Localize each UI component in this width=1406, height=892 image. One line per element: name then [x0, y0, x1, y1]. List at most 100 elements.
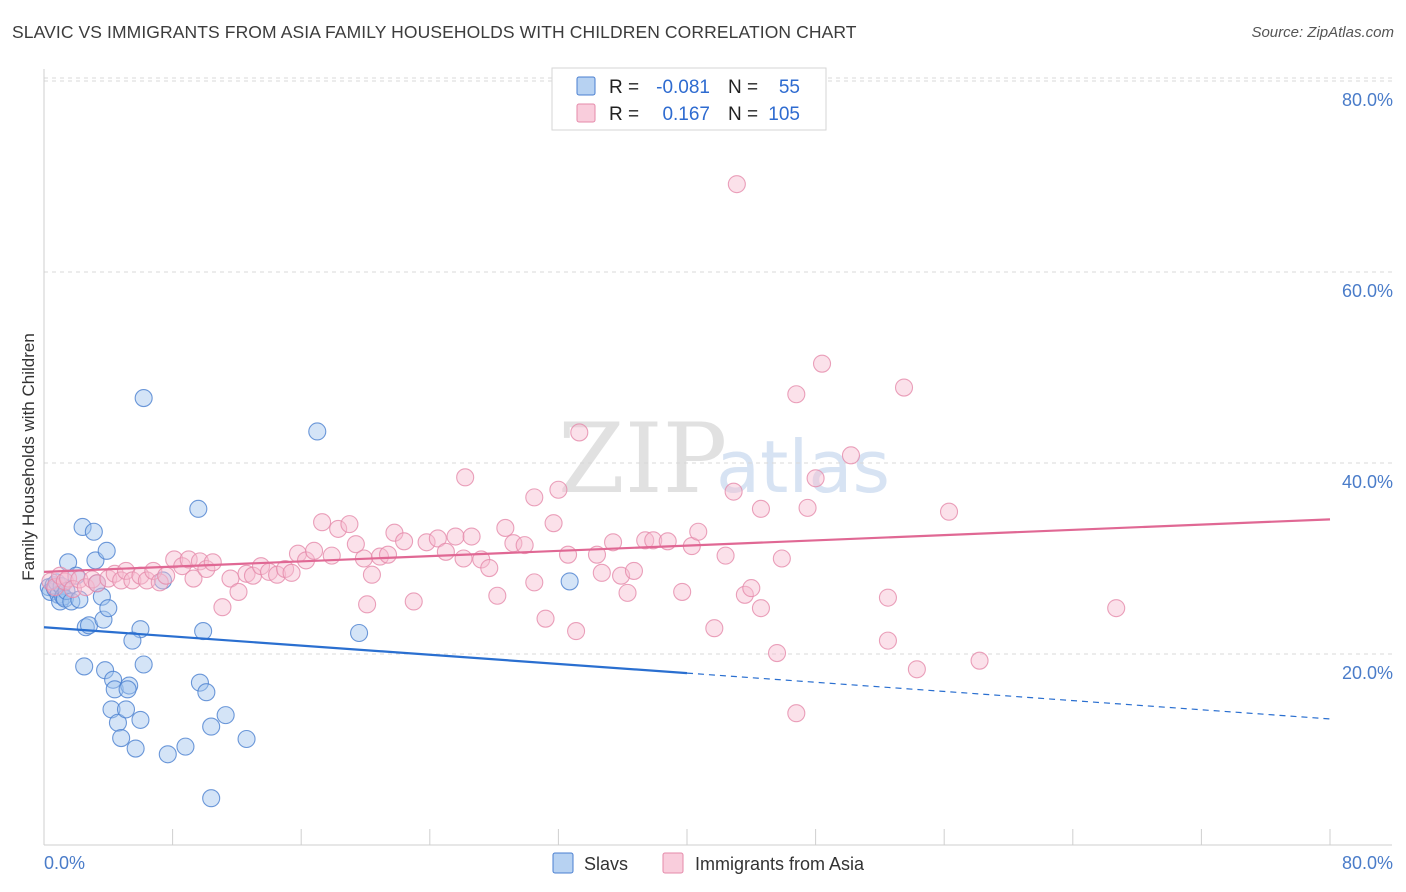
legend-n-label-asia: N =	[728, 104, 758, 125]
point-asia-71	[604, 533, 623, 552]
point-slavs-23	[97, 541, 116, 560]
legend-r-value-asia: 0.167	[662, 104, 710, 125]
point-asia-7	[76, 578, 95, 597]
point-asia-1	[46, 578, 65, 597]
point-asia-39	[305, 541, 324, 560]
point-asia-55	[446, 527, 465, 546]
point-slavs-41	[176, 737, 195, 756]
x-tick-label-min: 0.0%	[44, 853, 85, 873]
point-asia-51	[404, 592, 423, 611]
stats-legend: R = -0.081 N = 55 R = 0.167 N = 105	[551, 67, 827, 131]
point-slavs-21	[92, 587, 111, 606]
point-asia-103	[456, 468, 475, 487]
point-asia-29	[229, 582, 248, 601]
point-asia-56	[454, 549, 473, 568]
y-tick-label-60: 60.0%	[1342, 281, 1393, 301]
watermark-atlas: atlas	[716, 425, 890, 509]
legend-n-label-slavs: N =	[728, 77, 758, 98]
point-slavs-50	[308, 422, 327, 441]
point-asia-26	[203, 553, 222, 572]
chart-title: SLAVIC VS IMMIGRANTS FROM ASIA FAMILY HO…	[12, 22, 857, 42]
trendline-slavs	[43, 626, 688, 675]
point-asia-64	[525, 573, 544, 592]
point-asia-86	[772, 549, 791, 568]
point-asia-53	[428, 529, 447, 548]
point-asia-88	[787, 704, 806, 723]
point-asia-54	[436, 542, 455, 561]
point-asia-43	[340, 515, 359, 534]
point-asia-73	[618, 583, 637, 602]
point-slavs-43	[197, 683, 216, 702]
stats-legend-box	[551, 67, 827, 131]
point-asia-85	[751, 599, 770, 618]
legend-swatch-slavs	[576, 76, 596, 96]
y-tick-label-20: 20.0%	[1342, 663, 1393, 683]
point-asia-66	[544, 514, 563, 533]
point-asia-105	[525, 488, 544, 507]
point-asia-41	[322, 546, 341, 565]
point-asia-61	[496, 518, 515, 537]
point-asia-102	[787, 385, 806, 404]
point-slavs-22	[94, 610, 113, 629]
point-slavs-38	[134, 655, 153, 674]
point-asia-46	[362, 565, 381, 584]
point-asia-74	[624, 561, 644, 580]
point-slavs-28	[105, 680, 124, 699]
trendline-extension-slavs	[686, 672, 1331, 720]
series-legend: Slavs Immigrants from Asia	[552, 852, 865, 874]
point-asia-81	[705, 619, 724, 638]
point-asia-94	[878, 588, 897, 607]
point-slavs-52	[350, 623, 369, 643]
series-legend-label-slavs: Slavs	[584, 854, 628, 874]
point-asia-36	[282, 563, 301, 582]
point-asia-78	[673, 582, 692, 601]
point-asia-108	[358, 595, 377, 614]
legend-r-label-asia: R =	[609, 104, 639, 125]
legend-n-value-asia: 105	[768, 104, 800, 125]
point-slavs-37	[123, 631, 142, 650]
point-slavs-54	[153, 571, 173, 590]
point-slavs-49	[189, 499, 208, 518]
point-slavs-48	[134, 389, 153, 408]
series-legend-swatch-asia	[662, 852, 684, 874]
point-asia-83	[735, 585, 754, 604]
point-asia-76	[644, 531, 663, 550]
point-asia-60	[488, 586, 507, 605]
point-asia-23	[184, 569, 203, 588]
trendline-asia	[43, 518, 1331, 573]
point-asia-22	[179, 550, 198, 569]
point-asia-67	[558, 545, 578, 564]
series-legend-swatch-slavs	[552, 852, 574, 874]
axis-layer	[43, 69, 1392, 846]
legend-swatch-asia	[576, 103, 596, 123]
point-slavs-45	[216, 706, 235, 725]
point-asia-80	[689, 522, 708, 541]
point-asia-18	[150, 573, 169, 592]
point-asia-13	[116, 561, 136, 580]
y-tick-label-80: 80.0%	[1342, 90, 1393, 110]
point-asia-90	[798, 498, 817, 517]
watermark-zip: ZIP	[558, 403, 727, 515]
point-slavs-47	[237, 729, 256, 749]
points-layer	[39, 175, 1126, 808]
chart-source: Source: ZipAtlas.com	[1251, 24, 1394, 41]
point-asia-40	[313, 513, 332, 532]
point-slavs-53	[560, 572, 579, 591]
point-slavs-40	[158, 745, 177, 764]
point-asia-82	[716, 546, 735, 565]
y-tick-labels: 20.0% 40.0% 60.0% 80.0%	[1342, 90, 1393, 683]
point-asia-98	[939, 502, 959, 521]
point-asia-57	[462, 527, 481, 546]
point-slavs-42	[190, 673, 209, 692]
legend-n-value-slavs: 55	[779, 77, 800, 98]
point-asia-63	[515, 536, 534, 555]
point-asia-0	[41, 572, 60, 591]
point-asia-52	[417, 533, 436, 552]
point-asia-106	[549, 480, 568, 499]
point-asia-9	[87, 574, 107, 593]
point-slavs-18	[84, 522, 103, 541]
point-slavs-46	[202, 789, 221, 808]
point-asia-107	[724, 482, 743, 501]
trend-layer	[43, 518, 1331, 720]
